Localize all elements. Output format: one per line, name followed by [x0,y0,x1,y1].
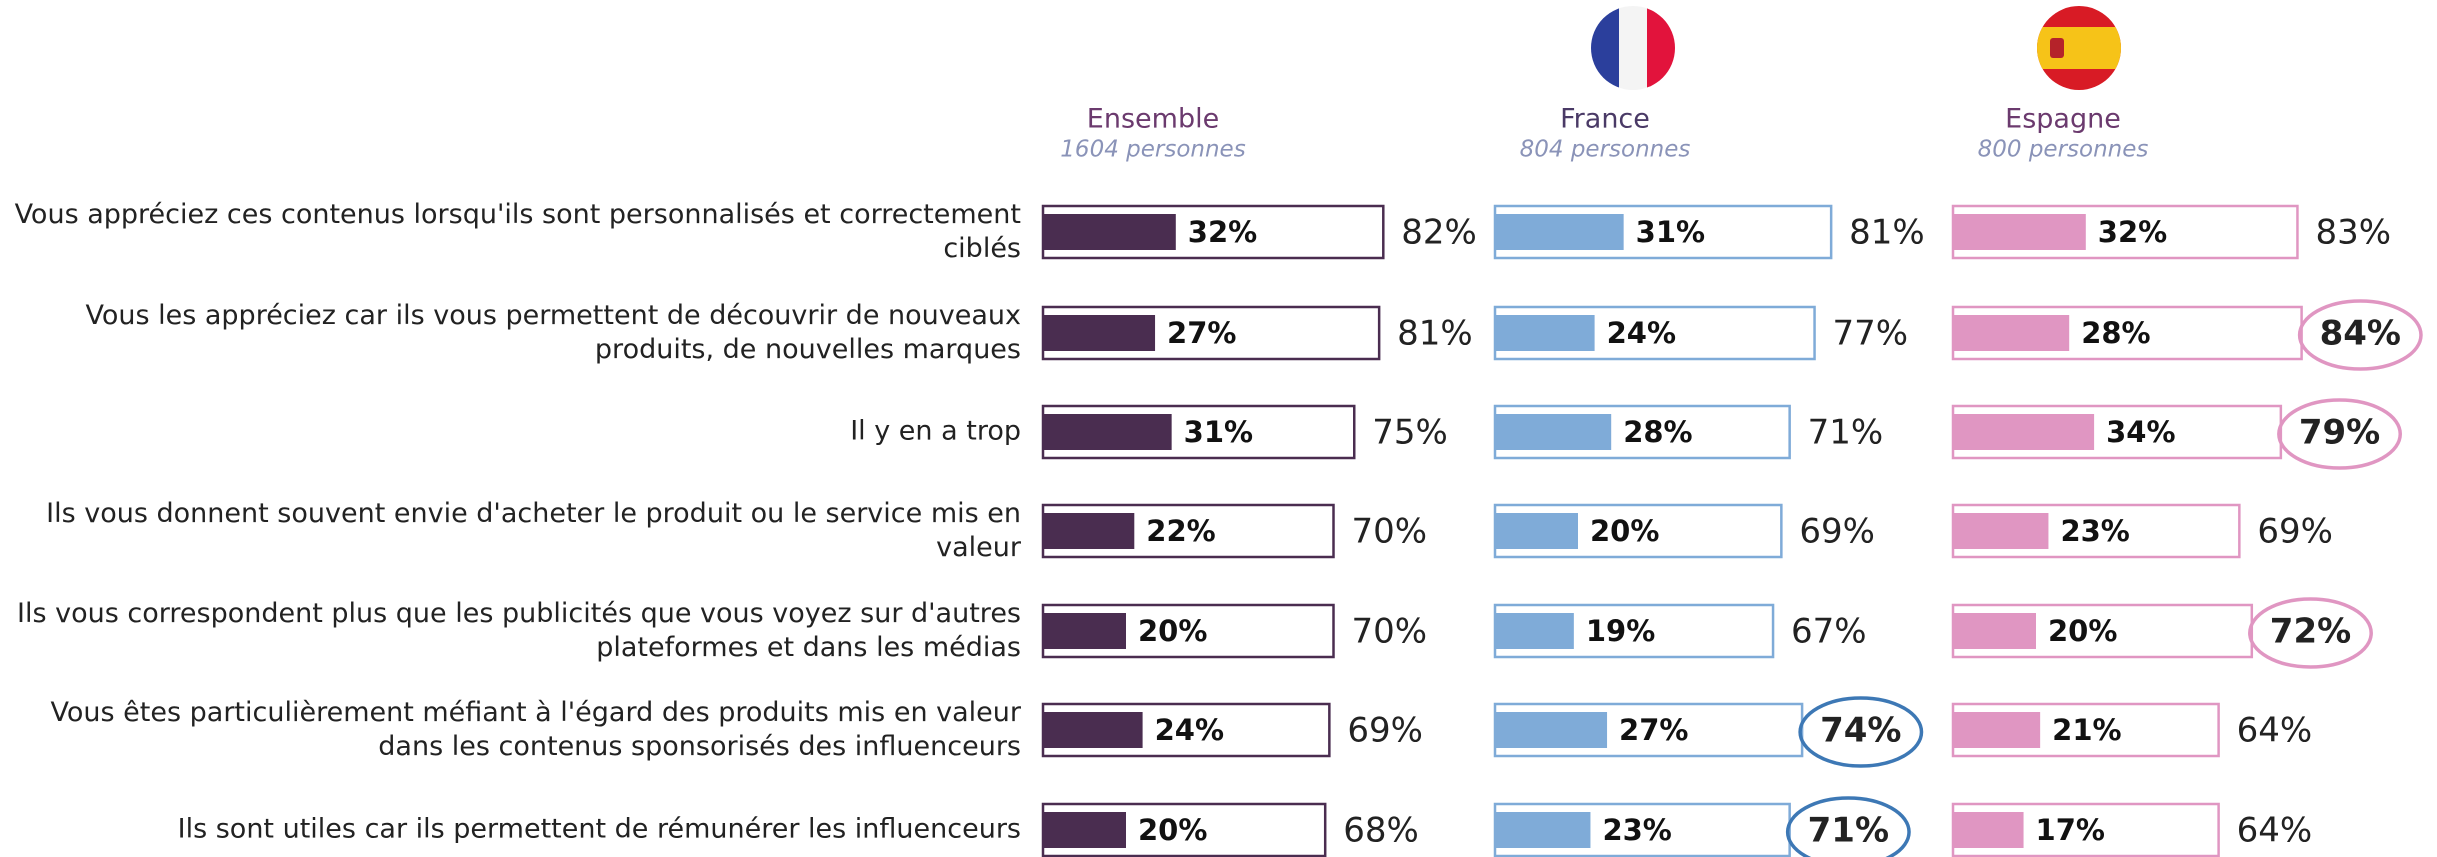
value-label: 32% [2098,215,2167,249]
total-label: 81% [1849,213,1925,253]
total-label: 79% [2299,413,2380,453]
category-label: Vous les appréciez car ils vous permette… [85,300,1021,365]
value-label: 27% [1619,713,1688,747]
total-label: 68% [1343,811,1419,851]
value-bar [1043,513,1135,549]
value-label: 28% [1623,415,1692,449]
total-label: 77% [1833,314,1909,354]
value-label: 19% [1586,614,1655,648]
group-subtitle: 1604 personnes [1060,137,1245,163]
flag-spain [2037,6,2121,90]
category-label: Il y en a trop [850,416,1021,447]
value-bar [1495,712,1608,748]
category-label: Ils vous correspondent plus que les publ… [17,598,1021,663]
total-label: 74% [1820,711,1901,751]
value-bar [1495,214,1624,250]
category-label: Ils vous donnent souvent envie d'acheter… [46,498,1022,563]
value-label: 27% [1167,316,1236,350]
highlight-circle [1798,696,1924,768]
value-label: 23% [2060,514,2129,548]
value-label: 24% [1155,713,1224,747]
highlight-circle [1785,796,1911,857]
total-label: 82% [1401,213,1477,253]
value-label: 24% [1607,316,1676,350]
group-title: Espagne [2005,104,2121,135]
highlight-circle [2297,299,2423,371]
category-label: Vous êtes particulièrement méfiant à l'é… [51,697,1022,762]
total-label: 70% [1352,512,1428,552]
value-label: 23% [1602,813,1671,847]
value-bar [1043,712,1143,748]
value-label: 32% [1188,215,1257,249]
total-label: 70% [1352,612,1428,652]
value-label: 28% [2081,316,2150,350]
value-label: 20% [1138,813,1207,847]
value-label: 31% [1636,215,1705,249]
value-bar [1953,315,2070,351]
total-label: 67% [1791,612,1867,652]
total-label: 69% [1347,711,1423,751]
value-bar [1495,414,1612,450]
value-bar [1043,613,1126,649]
total-label: 64% [2237,711,2313,751]
value-bar [1953,214,2086,250]
value-bar [1953,513,2049,549]
value-bar [1953,414,2095,450]
value-bar [1043,812,1126,848]
value-bar [1495,315,1595,351]
value-bar [1495,812,1591,848]
value-label: 20% [1138,614,1207,648]
group-subtitle: 800 personnes [1978,137,2149,163]
total-label: 84% [2320,314,2401,354]
value-bar [1953,613,2036,649]
category-label: Ils sont utiles car ils permettent de ré… [178,814,1021,845]
value-bar [1043,315,1156,351]
total-label: 69% [2257,512,2333,552]
total-label: 64% [2237,811,2313,851]
value-bar [1043,214,1176,250]
total-label: 83% [2315,213,2391,253]
value-bar [1495,513,1578,549]
value-bar [1953,712,2041,748]
value-bar [1043,414,1172,450]
value-label: 31% [1184,415,1253,449]
category-label: Vous appréciez ces contenus lorsqu'ils s… [15,199,1021,264]
total-label: 75% [1372,413,1448,453]
value-label: 17% [2036,813,2105,847]
value-label: 20% [2048,614,2117,648]
group-title: Ensemble [1087,104,1219,135]
total-label: 81% [1397,314,1473,354]
value-label: 21% [2052,713,2121,747]
total-label: 71% [1808,413,1884,453]
value-bar [1953,812,2024,848]
value-label: 22% [1146,514,1215,548]
total-label: 71% [1808,811,1889,851]
value-bar [1495,613,1574,649]
flag-france [1591,6,1675,90]
highlight-circle [2277,398,2402,470]
value-label: 34% [2106,415,2175,449]
total-label: 72% [2270,612,2351,652]
total-label: 69% [1799,512,1875,552]
highlight-circle [2248,597,2373,669]
group-title: France [1560,104,1650,135]
value-label: 20% [1590,514,1659,548]
group-subtitle: 804 personnes [1520,137,1691,163]
